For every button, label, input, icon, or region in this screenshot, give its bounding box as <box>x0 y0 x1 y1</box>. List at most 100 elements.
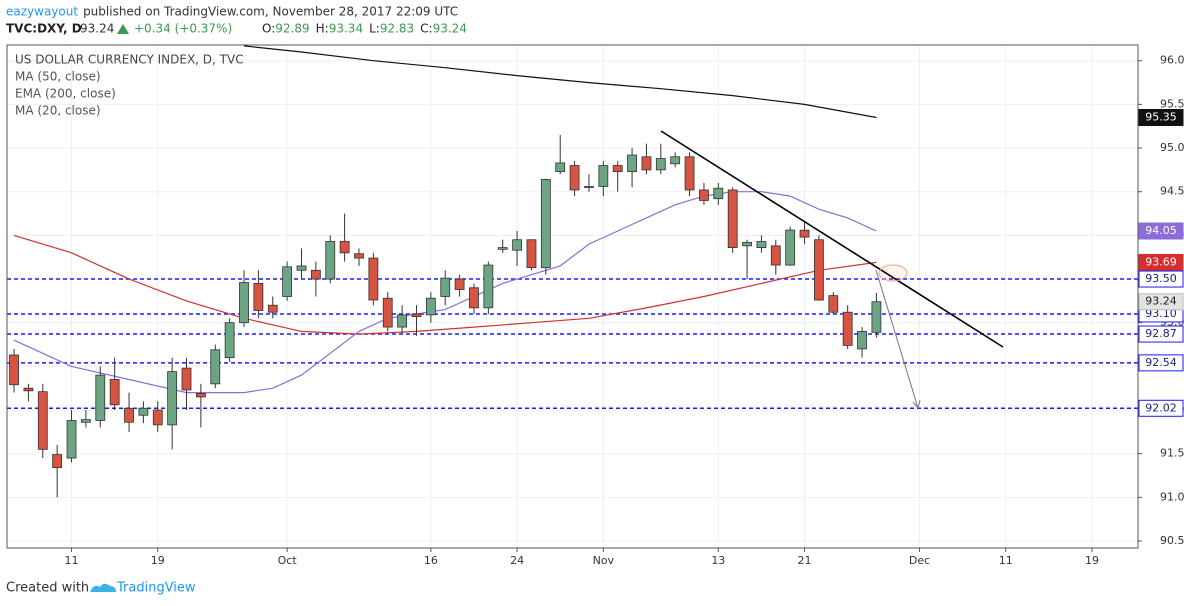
candle-body <box>310 269 321 280</box>
change: +0.34 (+0.37%) <box>134 22 232 36</box>
candle-body <box>368 257 379 301</box>
candle-body <box>253 283 264 311</box>
x-tick-label: Dec <box>909 554 930 567</box>
candle-body <box>842 311 853 346</box>
x-tick-label: Nov <box>593 554 615 567</box>
candle-body <box>454 278 465 290</box>
price-tag-label: 93.24 <box>1145 295 1177 308</box>
price-tag-label: 92.87 <box>1145 327 1177 340</box>
published: published on TradingView.com, November 2… <box>83 5 458 19</box>
symbol: TVC:DXY, D <box>6 22 82 36</box>
candle-body <box>95 374 106 421</box>
candle-body <box>641 156 652 171</box>
y-tick-label: 91.00 <box>1160 490 1184 503</box>
ohlc-key: L: <box>369 22 380 36</box>
candle-body <box>483 264 494 309</box>
legend-entry: MA (50, close) <box>15 70 101 84</box>
candle-body <box>799 229 810 238</box>
candle-body <box>296 265 307 271</box>
candle-body <box>713 187 724 200</box>
footer-brand[interactable]: TradingView <box>116 581 196 596</box>
candle-body <box>871 301 882 333</box>
candle-body <box>267 304 278 313</box>
x-tick-label: 11 <box>999 554 1013 567</box>
x-tick-label: 19 <box>151 554 165 567</box>
legend-entry: EMA (200, close) <box>15 87 116 101</box>
trend-line <box>660 130 1004 348</box>
last-price: 93.24 <box>80 22 114 36</box>
candle-body <box>770 245 781 266</box>
candle-body <box>382 297 393 328</box>
candle-body <box>598 165 609 187</box>
x-tick-label: 11 <box>65 554 79 567</box>
candle-body <box>52 454 63 469</box>
candle-body <box>339 241 350 254</box>
price-tag <box>1138 399 1184 417</box>
candle-body <box>23 387 34 392</box>
x-tick-label: 21 <box>798 554 812 567</box>
candle-body <box>181 367 192 391</box>
price-tag-label: 93.69 <box>1145 255 1177 268</box>
candle-body <box>684 156 695 191</box>
candle-body <box>584 186 594 188</box>
price-tag-label: 93.50 <box>1145 272 1177 285</box>
ohlc-key: H: <box>316 22 329 36</box>
candle-body <box>727 189 738 248</box>
ma-line <box>13 191 877 394</box>
x-tick-label: 24 <box>510 554 524 567</box>
price-tag <box>1138 325 1184 343</box>
price-tag <box>1138 253 1184 271</box>
candle-body <box>828 295 839 313</box>
ohlc-key: C: <box>420 22 432 36</box>
ohlc-value: 93.34 <box>329 22 363 36</box>
price-tag <box>1138 293 1184 311</box>
candle-body <box>282 266 293 297</box>
candle-body <box>210 349 221 385</box>
price-tag-label: 92.54 <box>1145 356 1177 369</box>
author[interactable]: eazywayout <box>6 5 78 19</box>
highlight-ellipse <box>878 264 908 282</box>
candle-body <box>397 314 408 328</box>
candle-body <box>742 241 752 247</box>
price-tag-label: 95.35 <box>1145 110 1177 123</box>
footer-created: Created with <box>6 581 89 596</box>
ohlc-value: 92.83 <box>380 22 414 36</box>
y-tick-label: 95.00 <box>1160 141 1184 154</box>
price-tags: 95.3594.0593.6993.5093.1092.8792.5492.02… <box>1138 108 1184 417</box>
candle-body <box>440 277 451 297</box>
price-tag <box>1138 108 1184 126</box>
ma-line <box>243 45 877 119</box>
y-tick-label: 95.50 <box>1160 97 1184 110</box>
arrow-line <box>875 269 919 409</box>
candle-body <box>354 253 364 259</box>
x-tick-label: 16 <box>424 554 438 567</box>
candle-body <box>109 379 120 406</box>
chart-title: US DOLLAR CURRENCY INDEX, D, TVC <box>15 53 244 67</box>
candle-body <box>526 239 537 269</box>
candle-body <box>670 156 681 165</box>
candle-body <box>224 322 235 359</box>
candle-body <box>627 154 637 173</box>
price-tag-label: 92.02 <box>1145 401 1177 414</box>
y-tick-label: 91.50 <box>1160 447 1184 460</box>
candle-body <box>555 162 566 173</box>
marks <box>7 45 1138 498</box>
ma-line <box>13 234 877 335</box>
ohlc-value: 93.24 <box>433 22 467 36</box>
ohlc-value: 92.89 <box>275 22 309 36</box>
candle-body <box>756 241 767 248</box>
candle-body <box>81 419 91 423</box>
candle-body <box>411 313 422 317</box>
candle-body <box>512 239 522 251</box>
y-tick-label: 90.50 <box>1160 534 1184 547</box>
logo <box>90 583 116 592</box>
candle-body <box>37 391 48 450</box>
price-tag <box>1138 354 1184 372</box>
candle-body <box>785 229 796 266</box>
candle-body <box>425 297 436 316</box>
legend-entry: MA (20, close) <box>15 104 101 118</box>
candle-body <box>195 393 206 398</box>
y-tick-label: 96.00 <box>1160 54 1184 67</box>
price-tag <box>1138 222 1184 240</box>
